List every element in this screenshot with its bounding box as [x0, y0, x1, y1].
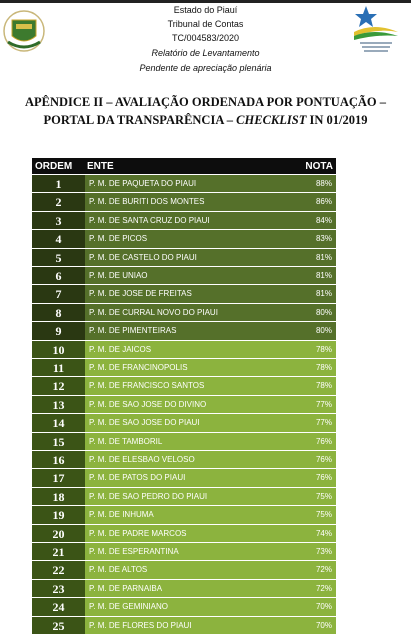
- rank: 23: [32, 579, 85, 599]
- score: 78%: [292, 377, 336, 396]
- entity: P. M. DE CURRAL NOVO DO PIAUI: [85, 303, 292, 323]
- title-part: CHECKLIST: [236, 113, 307, 127]
- entity: P. M. DE ELESBAO VELOSO: [85, 451, 292, 470]
- entity: P. M. DE FRANCINOPOLIS: [85, 359, 292, 378]
- header-line: Tribunal de Contas: [167, 19, 244, 29]
- entity: P. M. DE PICOS: [85, 230, 292, 249]
- rank: 18: [32, 487, 85, 507]
- rank: 25: [32, 616, 85, 635]
- score: 76%: [292, 451, 336, 470]
- entity: P. M. DE GEMINIANO: [85, 598, 292, 617]
- rank: 24: [32, 598, 85, 617]
- score: 81%: [292, 285, 336, 304]
- rank: 9: [32, 322, 85, 341]
- rank: 10: [32, 340, 85, 359]
- column-header: ENTE: [85, 158, 292, 175]
- entity: P. M. DE ESPERANTINA: [85, 543, 292, 562]
- score: 70%: [292, 598, 336, 617]
- score: 81%: [292, 248, 336, 267]
- entity: P. M. DE SAO JOSE DO DIVINO: [85, 395, 292, 415]
- entity: P. M. DE BURITI DOS MONTES: [85, 193, 292, 212]
- right-logo: [354, 6, 398, 52]
- score: 77%: [292, 414, 336, 433]
- rank: 6: [32, 267, 85, 286]
- header-line: TC/004583/2020: [171, 33, 240, 43]
- header-line: Relatório de Levantamento: [151, 48, 260, 58]
- entity: P. M. DE JAICOS: [85, 340, 292, 359]
- score: 83%: [292, 230, 336, 249]
- score: 78%: [292, 340, 336, 359]
- score: 88%: [292, 175, 336, 194]
- title-part: PORTAL DA TRANSPARÊNCIA –: [43, 113, 237, 127]
- score: 84%: [292, 211, 336, 231]
- entity: P. M. DE PATOS DO PIAUI: [85, 469, 292, 488]
- rank: 21: [32, 543, 85, 562]
- rank: 22: [32, 561, 85, 580]
- column-header: NOTA: [292, 158, 336, 175]
- score: 86%: [292, 193, 336, 212]
- score: 77%: [292, 395, 336, 415]
- score: 80%: [292, 322, 336, 341]
- score: 76%: [292, 432, 336, 451]
- score: 70%: [292, 616, 336, 635]
- rank: 15: [32, 432, 85, 451]
- top-band: [0, 0, 411, 3]
- rank: 16: [32, 451, 85, 470]
- title-part: IN 01/2019: [306, 113, 368, 127]
- rank: 13: [32, 395, 85, 415]
- entity: P. M. DE ALTOS: [85, 561, 292, 580]
- score: 75%: [292, 487, 336, 507]
- rank: 7: [32, 285, 85, 304]
- header-line: Pendente de apreciação plenária: [139, 63, 272, 73]
- rank: 12: [32, 377, 85, 396]
- entity: P. M. DE PADRE MARCOS: [85, 524, 292, 543]
- entity: P. M. DE INHUMA: [85, 506, 292, 525]
- rank: 17: [32, 469, 85, 488]
- entity: P. M. DE PAQUETA DO PIAUI: [85, 175, 292, 194]
- rank: 11: [32, 359, 85, 378]
- entity: P. M. DE FLORES DO PIAUI: [85, 616, 292, 635]
- score: 72%: [292, 579, 336, 599]
- rank: 8: [32, 303, 85, 323]
- entity: P. M. DE FRANCISCO SANTOS: [85, 377, 292, 396]
- entity: P. M. DE SAO PEDRO DO PIAUI: [85, 487, 292, 507]
- entity: P. M. DE JOSE DE FREITAS: [85, 285, 292, 304]
- score: 76%: [292, 469, 336, 488]
- rank: 4: [32, 230, 85, 249]
- rank: 19: [32, 506, 85, 525]
- score: 73%: [292, 543, 336, 562]
- score: 78%: [292, 359, 336, 378]
- title-line: PORTAL DA TRANSPARÊNCIA – CHECKLIST IN 0…: [0, 113, 411, 128]
- header-line: Estado do Piauí: [173, 5, 238, 15]
- title-line: APÊNDICE II – AVALIAÇÃO ORDENADA POR PON…: [24, 95, 387, 109]
- score: 75%: [292, 506, 336, 525]
- score: 72%: [292, 561, 336, 580]
- rank: 2: [32, 193, 85, 212]
- score: 80%: [292, 303, 336, 323]
- rank: 14: [32, 414, 85, 433]
- entity: P. M. DE TAMBORIL: [85, 432, 292, 451]
- entity: P. M. DE SAO JOSE DO PIAUI: [85, 414, 292, 433]
- rank: 20: [32, 524, 85, 543]
- rank: 5: [32, 248, 85, 267]
- entity: P. M. DE SANTA CRUZ DO PIAUI: [85, 211, 292, 231]
- score: 74%: [292, 524, 336, 543]
- entity: P. M. DE CASTELO DO PIAUI: [85, 248, 292, 267]
- entity: P. M. DE PIMENTEIRAS: [85, 322, 292, 341]
- entity: P. M. DE PARNAIBA: [85, 579, 292, 599]
- rank: 3: [32, 211, 85, 231]
- score: 81%: [292, 267, 336, 286]
- entity: P. M. DE UNIAO: [85, 267, 292, 286]
- rank: 1: [32, 175, 85, 194]
- column-header: ORDEM: [32, 158, 85, 175]
- left-logo: [3, 10, 45, 52]
